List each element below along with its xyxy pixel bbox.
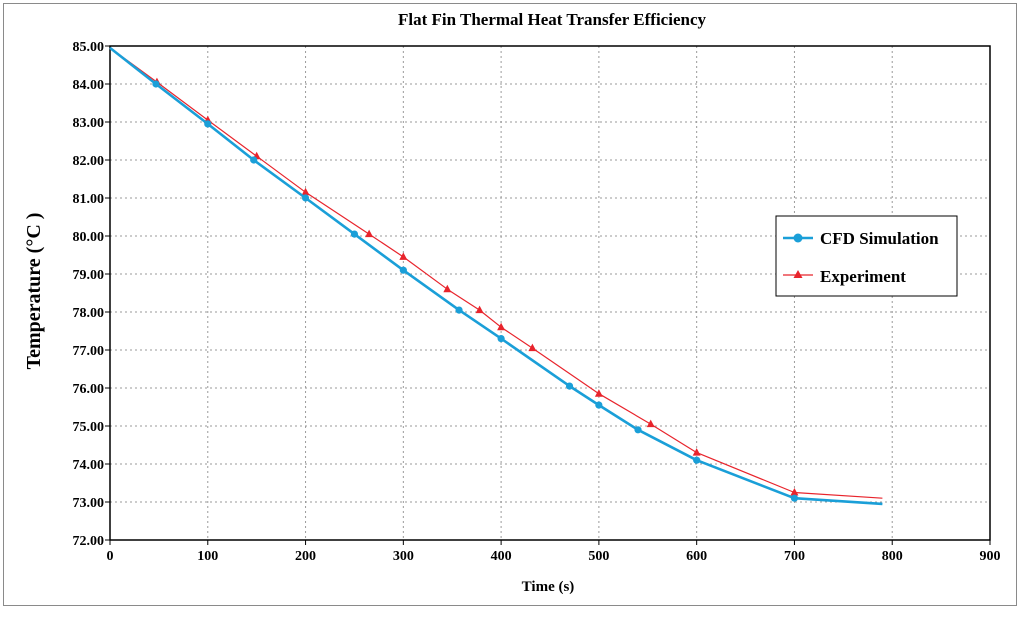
- y-tick-label: 78.00: [73, 306, 105, 321]
- data-point: [399, 266, 407, 274]
- x-tick-label: 300: [393, 549, 414, 564]
- legend-marker-cfd: [793, 233, 803, 243]
- y-axis: 72.00 73.00 74.00 75.00 76.00 77.00 78.00 79.00…: [73, 40, 110, 549]
- x-tick-label: 400: [491, 549, 512, 564]
- y-tick-label: 77.00: [73, 344, 105, 359]
- data-point: [350, 230, 359, 238]
- legend-box: [775, 215, 958, 297]
- data-point: [693, 456, 701, 464]
- data-point: [455, 306, 463, 314]
- y-tick-label: 83.00: [73, 116, 105, 131]
- y-tick-label: 85.00: [73, 40, 105, 55]
- x-axis: 0 100 200 300 400 500 600 700 800 900: [107, 540, 1001, 564]
- x-tick-label: 700: [784, 549, 805, 564]
- data-point: [646, 419, 655, 428]
- data-point: [790, 488, 799, 496]
- x-tick-label: 900: [980, 549, 1001, 564]
- x-tick-label: 800: [882, 549, 903, 564]
- data-point: [595, 401, 603, 409]
- y-tick-label: 82.00: [73, 154, 105, 169]
- x-tick-label: 600: [686, 549, 707, 564]
- x-tick-label: 500: [588, 549, 609, 564]
- chart-frame: [3, 3, 1017, 606]
- data-point: [152, 80, 160, 88]
- legend: CFD Simulation Experiment: [775, 215, 958, 297]
- y-tick-label: 76.00: [73, 382, 105, 397]
- y-tick-label: 74.00: [73, 458, 105, 473]
- data-point: [301, 194, 310, 202]
- series-line: [109, 46, 883, 506]
- data-point: [250, 156, 258, 164]
- x-tick-label: 100: [197, 549, 218, 564]
- x-tick-label: 0: [107, 549, 114, 564]
- y-tick-label: 73.00: [73, 496, 105, 511]
- y-tick-label: 72.00: [73, 534, 105, 549]
- data-point: [475, 305, 484, 314]
- data-point: [443, 284, 452, 293]
- data-point: [399, 252, 408, 260]
- series-line: [109, 47, 883, 499]
- data-point: [528, 343, 537, 352]
- data-point: [634, 426, 642, 434]
- legend-marker-experiment: [793, 270, 803, 278]
- y-tick-label: 80.00: [73, 230, 105, 245]
- legend-label-experiment: Experiment: [820, 267, 906, 286]
- data-point: [594, 389, 603, 397]
- series-cfd-simulation: [109, 46, 883, 506]
- data-point: [790, 494, 799, 502]
- data-point: [365, 229, 374, 238]
- series-layer: [109, 46, 883, 506]
- data-point: [692, 448, 701, 456]
- data-point: [497, 322, 506, 331]
- x-axis-label: Time (s): [522, 579, 575, 595]
- plot-area: [109, 45, 991, 541]
- chart-title: Flat Fin Thermal Heat Transfer Efficienc…: [398, 10, 707, 29]
- data-point: [497, 335, 505, 343]
- data-point: [301, 187, 310, 196]
- data-point: [204, 120, 212, 128]
- y-tick-label: 81.00: [73, 192, 105, 207]
- x-tick-label: 200: [295, 549, 316, 564]
- y-tick-label: 75.00: [73, 420, 105, 435]
- series-experiment: [109, 47, 883, 499]
- data-point: [565, 382, 574, 390]
- legend-label-cfd: CFD Simulation: [820, 229, 939, 248]
- y-tick-label: 79.00: [73, 268, 105, 283]
- y-tick-label: 84.00: [73, 78, 105, 93]
- y-axis-label: Temperature (°C ): [23, 213, 45, 370]
